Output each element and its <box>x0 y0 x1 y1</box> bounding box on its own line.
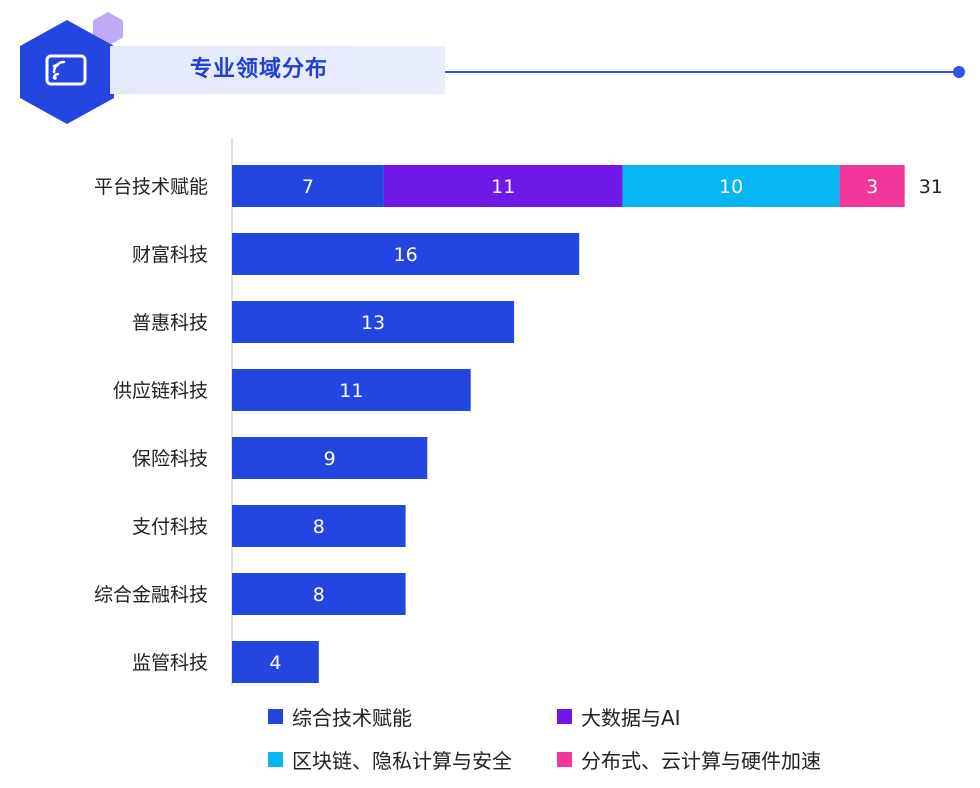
legend-label-2: 区块链、隐私计算与安全 <box>292 748 512 773</box>
legend-swatch-0 <box>268 708 283 724</box>
bar-value-label: 8 <box>313 584 325 606</box>
y-tick-label: 支付科技 <box>132 516 208 538</box>
bar-value-label: 16 <box>394 244 418 266</box>
bar-value-label: 11 <box>339 380 363 402</box>
bar-segment <box>232 165 384 207</box>
bar-segment <box>622 165 840 207</box>
bar-segment <box>232 437 428 479</box>
plot-area: 平台技术赋能 7 11 10 3 31 财富科技 16 普惠科技 13 供应链科技 11 保险科技 9 支付… <box>94 138 943 686</box>
bar-value-label: 8 <box>313 516 325 538</box>
y-tick-label: 供应链科技 <box>113 380 208 402</box>
y-tick-label: 普惠科技 <box>132 312 208 334</box>
legend-swatch-2 <box>268 751 283 767</box>
y-tick-label: 保险科技 <box>132 448 208 470</box>
stacked-bar-chart: 平台技术赋能 7 11 10 3 31 财富科技 16 普惠科技 13 供应链科技 11 保险科技 9 支付… <box>94 138 943 686</box>
bar-segment <box>232 301 515 343</box>
legend-swatch-1 <box>557 708 572 724</box>
section-header: 专业领域分布 <box>0 0 980 130</box>
legend-label-0: 综合技术赋能 <box>292 705 412 730</box>
decorative-hexagon-icon <box>93 12 123 46</box>
bar-value-label: 13 <box>361 312 385 334</box>
bar-segment <box>232 369 471 411</box>
legend-label-3: 分布式、云计算与硬件加速 <box>581 748 821 773</box>
bar-segment <box>232 233 580 275</box>
bar-segment <box>232 641 319 683</box>
title-divider-dot <box>953 66 965 78</box>
legend-swatch-3 <box>557 751 572 767</box>
cast-screen-icon <box>45 54 87 86</box>
bar-segment <box>232 505 406 547</box>
bar-segment <box>383 165 623 207</box>
title-divider-line <box>445 71 955 73</box>
page-title: 专业领域分布 <box>190 57 329 82</box>
bar-value-label: 10 <box>719 176 743 198</box>
bar-total-label: 31 <box>919 176 943 198</box>
legend-item-3: 分布式、云计算与硬件加速 <box>557 745 821 773</box>
bar-value-label: 4 <box>269 652 281 674</box>
legend-item-2: 区块链、隐私计算与安全 <box>268 745 512 773</box>
legend-item-0: 综合技术赋能 <box>268 702 412 730</box>
y-tick-label: 平台技术赋能 <box>94 176 208 198</box>
legend-item-1: 大数据与AI <box>557 702 681 730</box>
hexagon-badge-icon <box>20 20 114 124</box>
legend-label-1: 大数据与AI <box>581 705 681 730</box>
title-bar <box>110 46 445 94</box>
bar-value-label: 7 <box>302 176 314 198</box>
y-tick-label: 财富科技 <box>132 244 208 266</box>
bar-value-label: 11 <box>491 176 515 198</box>
y-tick-label: 监管科技 <box>132 652 208 674</box>
y-tick-label: 综合金融科技 <box>94 584 208 606</box>
bar-segment <box>232 573 406 615</box>
bar-segment <box>839 165 905 207</box>
bar-value-label: 3 <box>866 176 878 198</box>
bar-value-label: 9 <box>324 448 336 470</box>
